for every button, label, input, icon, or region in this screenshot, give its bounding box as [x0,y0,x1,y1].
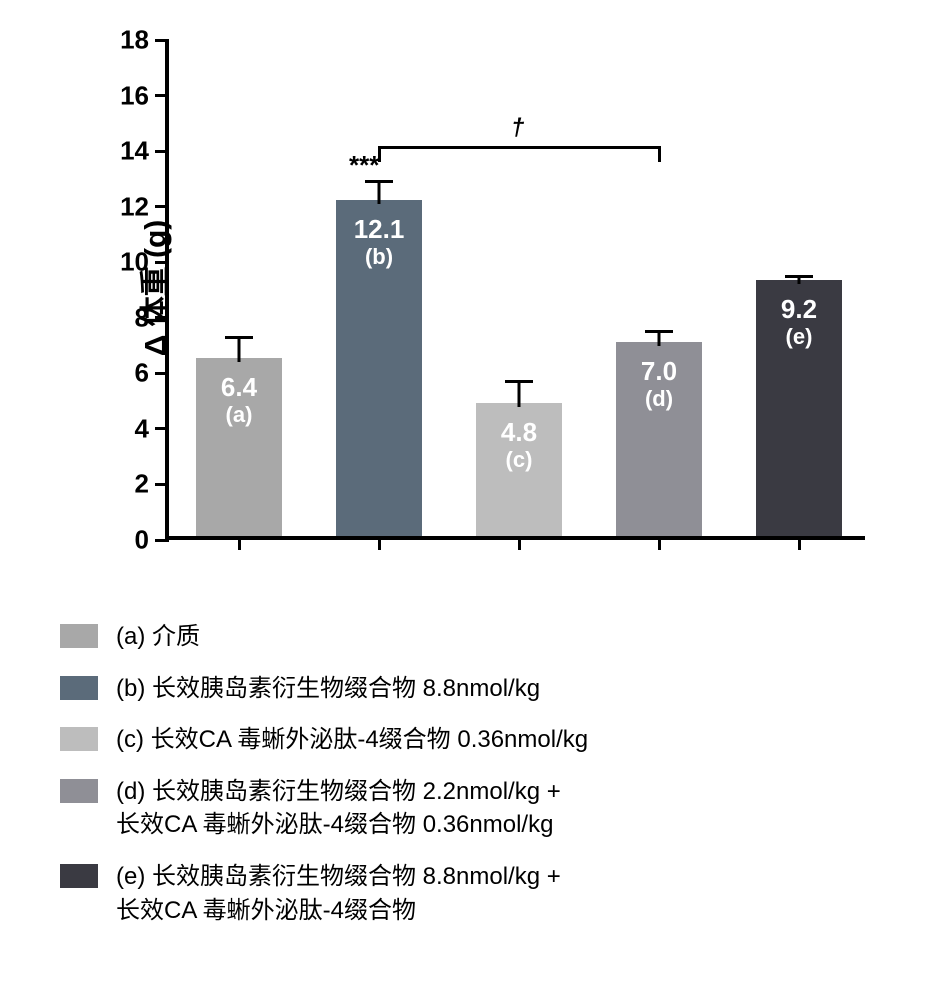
y-tick-label: 0 [109,525,149,556]
y-tick-label: 2 [109,469,149,500]
legend-label: (c) 长效CA 毒蜥外泌肽-4缀合物 0.36nmol/kg [116,723,588,757]
error-bar-stem [238,337,241,362]
bar-c: 4.8(c) [476,403,563,536]
bar-b: 12.1(b) [336,200,423,536]
y-tick-label: 6 [109,358,149,389]
y-tick-label: 10 [109,247,149,278]
significance-bracket-leg [658,146,661,163]
bar-e: 9.2(e) [756,280,843,536]
legend-item-a: (a) 介质 [60,620,880,654]
y-tick [155,483,169,486]
y-tick-label: 16 [109,80,149,111]
error-bar-stem [378,182,381,204]
y-tick [155,261,169,264]
legend-swatch [60,779,98,803]
legend-label: (e) 长效胰岛素衍生物缀合物 8.8nmol/kg +长效CA 毒蜥外泌肽-4… [116,860,561,927]
y-tick [155,39,169,42]
bar-value-label: 7.0 [616,356,703,387]
x-tick [658,536,661,550]
bar-value-label: 6.4 [196,372,283,403]
legend-item-d: (d) 长效胰岛素衍生物缀合物 2.2nmol/kg +长效CA 毒蜥外泌肽-4… [60,775,880,842]
bar-letter-label: (d) [616,386,703,412]
bar-d: 7.0(d) [616,342,703,536]
legend-swatch [60,676,98,700]
bar-letter-label: (b) [336,244,423,270]
significance-dagger: † [511,114,524,142]
y-tick [155,372,169,375]
x-tick [238,536,241,550]
y-tick [155,150,169,153]
bar-a: 6.4(a) [196,358,283,536]
y-tick-label: 18 [109,25,149,56]
significance-bracket-leg [378,146,381,163]
error-bar-stem [518,382,521,407]
y-tick [155,316,169,319]
bar-value-label: 9.2 [756,294,843,325]
legend: (a) 介质 (b) 长效胰岛素衍生物缀合物 8.8nmol/kg (c) 长效CA… [60,620,880,945]
bar-value-label: 4.8 [476,417,563,448]
error-bar-cap [225,336,253,339]
x-tick [518,536,521,550]
y-tick-label: 8 [109,302,149,333]
legend-item-b: (b) 长效胰岛素衍生物缀合物 8.8nmol/kg [60,672,880,706]
chart-container: Δ 体重 (g) 0246810121416186.4(a)12.1(b)4.8… [80,30,890,580]
bar-letter-label: (e) [756,324,843,350]
x-tick [378,536,381,550]
y-tick [155,205,169,208]
legend-swatch [60,727,98,751]
significance-bracket [379,146,659,149]
legend-swatch [60,624,98,648]
plot-area: Δ 体重 (g) 0246810121416186.4(a)12.1(b)4.8… [165,40,865,540]
legend-item-c: (c) 长效CA 毒蜥外泌肽-4缀合物 0.36nmol/kg [60,723,880,757]
y-tick [155,94,169,97]
x-tick [798,536,801,550]
legend-swatch [60,864,98,888]
legend-label: (b) 长效胰岛素衍生物缀合物 8.8nmol/kg [116,672,540,706]
bar-value-label: 12.1 [336,214,423,245]
y-axis-label: Δ 体重 (g) [130,220,174,357]
error-bar-cap [645,330,673,333]
y-tick-label: 14 [109,136,149,167]
legend-item-e: (e) 长效胰岛素衍生物缀合物 8.8nmol/kg +长效CA 毒蜥外泌肽-4… [60,860,880,927]
legend-label: (a) 介质 [116,620,200,654]
error-bar-cap [505,380,533,383]
y-tick-label: 12 [109,191,149,222]
error-bar-cap [785,275,813,278]
y-tick [155,427,169,430]
significance-stars: *** [349,150,379,181]
bar-letter-label: (c) [476,447,563,473]
legend-label: (d) 长效胰岛素衍生物缀合物 2.2nmol/kg +长效CA 毒蜥外泌肽-4… [116,775,561,842]
bar-letter-label: (a) [196,402,283,428]
error-bar-stem [658,332,661,346]
y-tick-label: 4 [109,413,149,444]
y-tick [155,539,169,542]
